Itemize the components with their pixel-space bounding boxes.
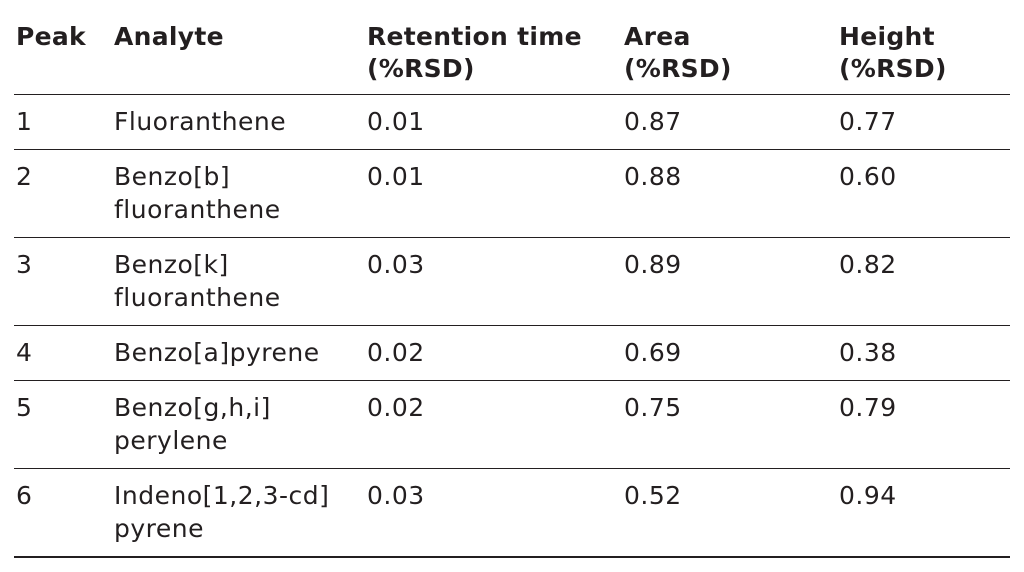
analyte-line: Benzo[g,h,i] [114,393,271,422]
analyte-line: Benzo[b] [114,162,231,191]
rsd-table-container: Peak Analyte Retention time (%RSD) Area … [14,18,1010,558]
cell-height: 0.60 [837,149,1010,238]
header-analyte: Analyte [112,18,365,95]
analyte-line: Benzo[k] [114,250,229,279]
table-body: 1 Fluoranthene 0.01 0.87 0.77 2 Benzo[b]… [14,94,1010,558]
cell-height: 0.77 [837,94,1010,150]
cell-analyte: Benzo[g,h,i] perylene [112,380,365,469]
header-height: Height (%RSD) [837,18,1010,95]
table-row: 1 Fluoranthene 0.01 0.87 0.77 [14,94,1010,150]
header-height-line-1: Height [839,22,935,51]
header-analyte-line: Analyte [114,22,224,51]
header-area: Area (%RSD) [622,18,837,95]
analyte-line: Fluoranthene [114,107,287,136]
analyte-line: pyrene [114,514,204,543]
cell-peak: 5 [14,380,112,469]
header-area-line-1: Area [624,22,691,51]
cell-area: 0.89 [622,237,837,326]
cell-analyte: Benzo[a]pyrene [112,325,365,381]
analyte-line: perylene [114,426,228,455]
table-row: 5 Benzo[g,h,i] perylene 0.02 0.75 0.79 [14,380,1010,469]
cell-retention-time: 0.03 [365,468,622,558]
cell-analyte: Benzo[b] fluoranthene [112,149,365,238]
header-peak: Peak [14,18,112,95]
analyte-line: fluoranthene [114,195,281,224]
header-row: Peak Analyte Retention time (%RSD) Area … [14,18,1010,95]
table-row: 2 Benzo[b] fluoranthene 0.01 0.88 0.60 [14,149,1010,238]
cell-peak: 3 [14,237,112,326]
header-retention-time-line-2: (%RSD) [367,54,475,83]
cell-retention-time: 0.03 [365,237,622,326]
table-row: 3 Benzo[k] fluoranthene 0.03 0.89 0.82 [14,237,1010,326]
analyte-line: fluoranthene [114,283,281,312]
table-header: Peak Analyte Retention time (%RSD) Area … [14,18,1010,95]
header-retention-time: Retention time (%RSD) [365,18,622,95]
cell-peak: 2 [14,149,112,238]
cell-height: 0.94 [837,468,1010,558]
table-row: 6 Indeno[1,2,3-cd] pyrene 0.03 0.52 0.94 [14,468,1010,558]
cell-height: 0.79 [837,380,1010,469]
cell-peak: 6 [14,468,112,558]
cell-area: 0.52 [622,468,837,558]
cell-height: 0.82 [837,237,1010,326]
header-retention-time-line-1: Retention time [367,22,582,51]
cell-analyte: Benzo[k] fluoranthene [112,237,365,326]
cell-area: 0.88 [622,149,837,238]
cell-area: 0.75 [622,380,837,469]
cell-retention-time: 0.02 [365,325,622,381]
table-row: 4 Benzo[a]pyrene 0.02 0.69 0.38 [14,325,1010,381]
cell-retention-time: 0.02 [365,380,622,469]
cell-area: 0.87 [622,94,837,150]
analyte-line: Benzo[a]pyrene [114,338,320,367]
header-peak-line: Peak [16,22,86,51]
cell-area: 0.69 [622,325,837,381]
cell-height: 0.38 [837,325,1010,381]
header-area-line-2: (%RSD) [624,54,732,83]
cell-retention-time: 0.01 [365,94,622,150]
header-height-line-2: (%RSD) [839,54,947,83]
analyte-line: Indeno[1,2,3-cd] [114,481,330,510]
cell-peak: 1 [14,94,112,150]
cell-analyte: Indeno[1,2,3-cd] pyrene [112,468,365,558]
cell-analyte: Fluoranthene [112,94,365,150]
cell-retention-time: 0.01 [365,149,622,238]
cell-peak: 4 [14,325,112,381]
rsd-table: Peak Analyte Retention time (%RSD) Area … [14,18,1010,558]
